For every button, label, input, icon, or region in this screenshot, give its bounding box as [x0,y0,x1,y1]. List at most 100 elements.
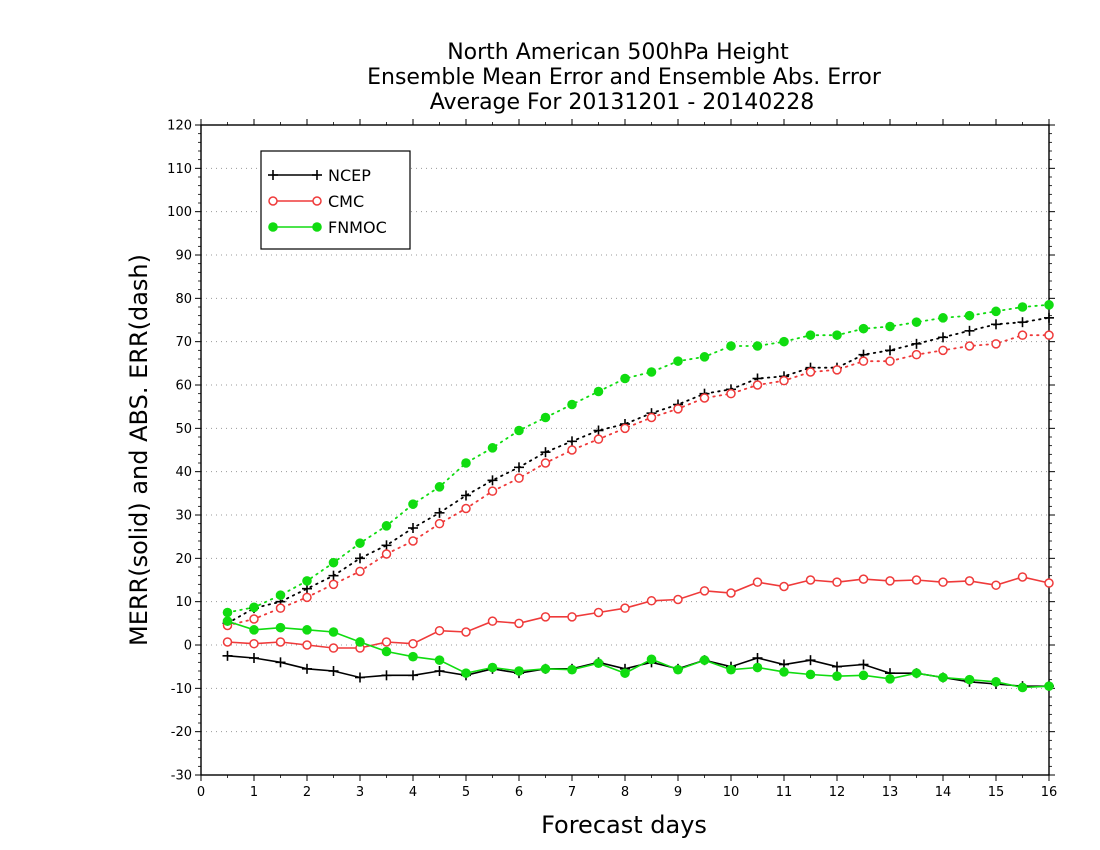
series-fnmoc-abserr-point [461,458,471,468]
series-fnmoc-abserr-point [964,310,975,321]
y-tick-label-120: 120 [167,119,192,134]
series-cmc-merr-line [227,576,1050,649]
legend-label-ncep: NCEP [328,166,371,185]
series-cmc-merr-point [726,588,736,598]
series-fnmoc-merr-point [752,662,763,673]
series-cmc-merr-point [540,612,551,622]
series-cmc-abserr-point [779,375,789,386]
series-fnmoc-merr-point [540,664,551,674]
series-ncep-abserr-point [567,436,577,447]
series-ncep-merr-point [858,659,869,670]
series-ncep-abserr-point [885,345,895,356]
series-cmc-merr-point [461,627,471,637]
series-ncep-merr-point [832,661,842,672]
series-cmc-abserr-point [487,486,498,496]
series-ncep-merr-point [222,650,233,661]
series-cmc-abserr-point [249,614,259,624]
x-tick-label-11: 11 [776,785,793,800]
series-ncep-abserr-point [938,332,948,343]
series-cmc-merr-point [752,577,763,587]
series-cmc-abserr-point [381,549,392,559]
series-fnmoc-abserr-point [567,399,577,410]
series-cmc-abserr-point [991,339,1001,349]
y-tick-label-50: 50 [175,422,192,437]
series-fnmoc-merr-point [514,666,524,676]
y-tick-label-10: 10 [175,595,192,610]
series-ncep-abserr-point [991,319,1001,330]
x-tick-label-16: 16 [1041,785,1058,800]
series-cmc-merr-point [620,603,630,613]
series-fnmoc-merr-point [832,671,842,681]
x-tick-label-2: 2 [303,785,311,800]
series-cmc [222,330,1054,653]
series-fnmoc-merr-point [805,669,816,680]
y-tick-label-70: 70 [175,335,192,350]
series-ncep-merr-point [275,657,286,668]
series-cmc-merr-point [487,616,498,626]
series-fnmoc-merr-line [227,620,1050,689]
series-fnmoc-merr-point [222,616,233,626]
legend: NCEP CMC FNMOC [260,150,411,250]
series-cmc-abserr-point [832,365,842,375]
series-fnmoc-merr-point [726,664,736,675]
series-cmc-abserr-point [302,592,312,603]
series-fnmoc-merr-point [646,654,657,665]
series-ncep-merr-point [408,670,418,681]
series-cmc-abserr-point [726,388,736,399]
series-ncep-abserr-point [911,338,922,349]
series-fnmoc-abserr-point [249,602,259,613]
series-fnmoc [222,300,1054,693]
title-line-1: North American 500hPa Height [447,40,789,65]
x-tick-label-9: 9 [674,785,682,800]
series-cmc-abserr-point [911,349,922,360]
series-cmc-abserr-point [964,341,975,351]
series-cmc-merr-point [805,575,816,585]
y-tick-label-80: 80 [175,292,192,307]
series-cmc-merr-point [514,618,524,629]
series-ncep-abserr-point [328,570,339,581]
series-ncep-abserr-point [355,553,365,564]
series-fnmoc-abserr-point [275,590,286,600]
series-cmc-abserr-point [275,603,286,613]
legend-box [260,150,411,250]
y-tick-label-30: 30 [175,509,192,524]
series-fnmoc-abserr-point [673,356,683,366]
series-ncep-merr-point [752,653,763,663]
series-ncep-merr-point [381,670,392,681]
series-fnmoc-abserr-point [805,330,816,340]
series-fnmoc-abserr-point [752,341,763,351]
series-cmc-abserr-point [646,412,657,423]
y-tick-label--20: -20 [171,725,192,740]
series-ncep-merr-line [227,655,1049,688]
series-fnmoc-abserr-point [832,330,842,340]
series-cmc-abserr-point [567,445,577,455]
y-tick-label-90: 90 [175,249,192,264]
series-fnmoc-merr-point [567,664,577,675]
series-fnmoc-abserr-point [1017,302,1028,312]
series-fnmoc-abserr-point [487,443,498,453]
series-ncep-abserr-point [408,523,418,533]
legend-marker-ncep [268,170,278,180]
x-tick-label-10: 10 [723,785,740,800]
series-cmc-merr-point [275,637,286,647]
series-fnmoc-abserr-point [858,323,869,334]
series-cmc-abserr-line [226,334,1050,627]
series-cmc-abserr-point [328,579,339,590]
y-tick-label-20: 20 [175,552,192,567]
legend-item-fnmoc: FNMOC [268,218,387,237]
series-cmc-merr-point [434,625,445,636]
legend-marker-ncep [312,170,322,180]
series-fnmoc-abserr-point [328,557,339,568]
series-ncep [222,312,1054,692]
series-cmc-abserr-point [1017,330,1028,340]
series-cmc-abserr-point [858,356,869,366]
series-ncep-abserr-point [461,490,471,501]
x-tick-label-7: 7 [568,785,576,800]
x-axis-label: Forecast days [541,811,707,839]
series-cmc-merr-point [328,643,339,653]
series-cmc-merr-point [964,576,975,586]
y-tick-label-0: 0 [184,639,192,654]
series-ncep-abserr-point [964,325,975,336]
